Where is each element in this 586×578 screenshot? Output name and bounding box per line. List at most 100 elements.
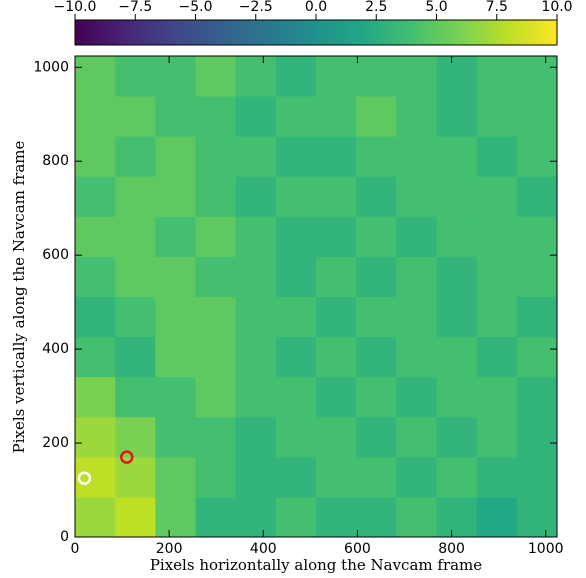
marker [77, 471, 92, 486]
heatmap-cell [356, 296, 397, 338]
x-tick-label: 400 [250, 541, 277, 557]
y-tick-label: 1000 [33, 59, 69, 75]
heatmap-cell [195, 56, 237, 97]
heatmap-cell [516, 216, 558, 257]
heatmap-cell [396, 136, 437, 177]
heatmap-cell [356, 176, 397, 217]
heatmap-cell [235, 296, 277, 338]
heatmap-cell [75, 336, 116, 378]
heatmap-cell [115, 336, 156, 378]
heatmap-cell [396, 376, 437, 418]
heatmap-cell [275, 496, 317, 538]
heatmap-cell [75, 456, 116, 498]
heatmap-cell [516, 376, 558, 418]
heatmap-cell [356, 136, 397, 177]
heatmap-cell [155, 216, 196, 257]
heatmap-cell [356, 96, 397, 137]
y-tick-label: 0 [60, 529, 69, 545]
heatmap-cell [316, 296, 357, 338]
heatmap-cell [195, 456, 237, 498]
heatmap-cell [75, 496, 116, 538]
heatmap-cell [436, 256, 478, 297]
heatmap-cell [195, 176, 237, 217]
heatmap-cell [195, 136, 237, 177]
y-axis-label: Pixels vertically along the Navcam frame [10, 140, 28, 453]
y-tick-label: 400 [42, 341, 69, 357]
colorbar-tick-label: 2.5 [365, 0, 387, 15]
heatmap-cell [516, 296, 558, 338]
heatmap-cell [476, 56, 518, 97]
heatmap-cell [476, 416, 518, 458]
heatmap-cell [155, 56, 196, 97]
heatmap-cell [155, 256, 196, 297]
heatmap-cell [476, 256, 518, 297]
x-tick-label: 600 [344, 541, 371, 557]
heatmap-cell [115, 456, 156, 498]
heatmap-cell [115, 376, 156, 418]
heatmap-cell [396, 456, 437, 498]
heatmap-cell [155, 176, 196, 217]
heatmap-cell [476, 216, 518, 257]
heatmap-cell [476, 336, 518, 378]
heatmap-cell [275, 96, 317, 137]
heatmap-cell [516, 256, 558, 297]
heatmap-cell [316, 256, 357, 297]
heatmap-cell [155, 296, 196, 338]
colorbar-tick-label: 7.5 [486, 0, 508, 15]
heatmap-cell [476, 136, 518, 177]
heatmap-cell [155, 416, 196, 458]
heatmap-cell [516, 96, 558, 137]
heatmap-cell [235, 56, 277, 97]
y-tick-label: 600 [42, 247, 69, 263]
heatmap-cell [235, 176, 277, 217]
heatmap-cell [516, 56, 558, 97]
heatmap-cell [516, 336, 558, 378]
heatmap-cell [195, 296, 237, 338]
colorbar-tick-label: 0.0 [305, 0, 327, 15]
heatmap-cell [155, 136, 196, 177]
heatmap-cell [75, 216, 116, 257]
heatmap-cell [316, 336, 357, 378]
heatmap-cell [396, 56, 437, 97]
heatmap-cell [115, 96, 156, 137]
heatmap-cell [476, 496, 518, 538]
heatmap-cell [516, 136, 558, 177]
heatmap-cell [195, 216, 237, 257]
x-tick-label: 0 [71, 541, 80, 557]
heatmap-cell [356, 456, 397, 498]
heatmap-cell [316, 216, 357, 257]
colorbar [74, 19, 558, 46]
colorbar-tick-label: −7.5 [118, 0, 152, 15]
heatmap-cell [155, 336, 196, 378]
heatmap-cell [396, 96, 437, 137]
heatmap-cell [436, 416, 478, 458]
x-axis-label: Pixels horizontally along the Navcam fra… [150, 556, 482, 574]
heatmap-cell [115, 296, 156, 338]
heatmap-cell [516, 416, 558, 458]
heatmap-cell [316, 416, 357, 458]
heatmap-cell [155, 376, 196, 418]
colorbar-tick-label: −5.0 [179, 0, 213, 15]
heatmap-cell [275, 56, 317, 97]
heatmap-cell [436, 56, 478, 97]
x-tick-label: 800 [438, 541, 465, 557]
heatmap-cell [316, 376, 357, 418]
heatmap-cell [316, 56, 357, 97]
heatmap-cell [75, 416, 116, 458]
y-tick-label: 200 [42, 435, 69, 451]
heatmap-cell [316, 176, 357, 217]
heatmap-cell [235, 216, 277, 257]
heatmap [75, 56, 558, 538]
heatmap-cell [75, 96, 116, 137]
heatmap-cell [516, 496, 558, 538]
heatmap-cell [155, 496, 196, 538]
heatmap-cell [436, 216, 478, 257]
heatmap-cell [195, 496, 237, 538]
heatmap-cell [75, 376, 116, 418]
heatmap-cell [75, 296, 116, 338]
heatmap-cell [235, 456, 277, 498]
heatmap-cell [316, 496, 357, 538]
heatmap-cell [316, 96, 357, 137]
heatmap-cell [275, 136, 317, 177]
